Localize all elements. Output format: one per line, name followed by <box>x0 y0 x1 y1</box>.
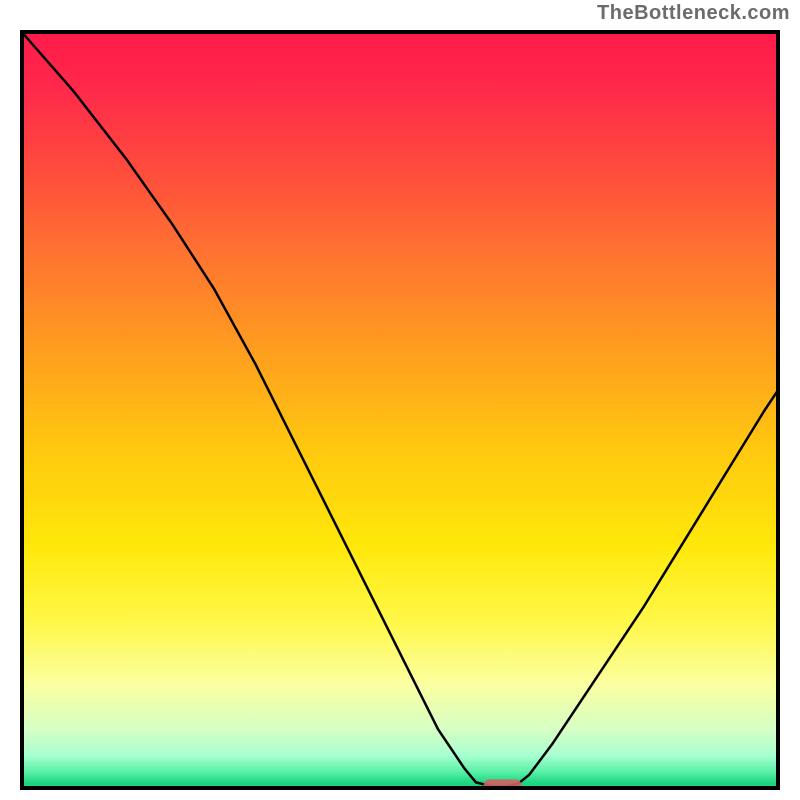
optimum-marker <box>484 779 522 790</box>
chart-frame: TheBottleneck.com <box>0 0 800 800</box>
watermark-text: TheBottleneck.com <box>597 2 790 25</box>
gradient-background <box>20 30 780 790</box>
plot-svg <box>20 30 780 790</box>
bottleneck-plot <box>20 30 780 790</box>
